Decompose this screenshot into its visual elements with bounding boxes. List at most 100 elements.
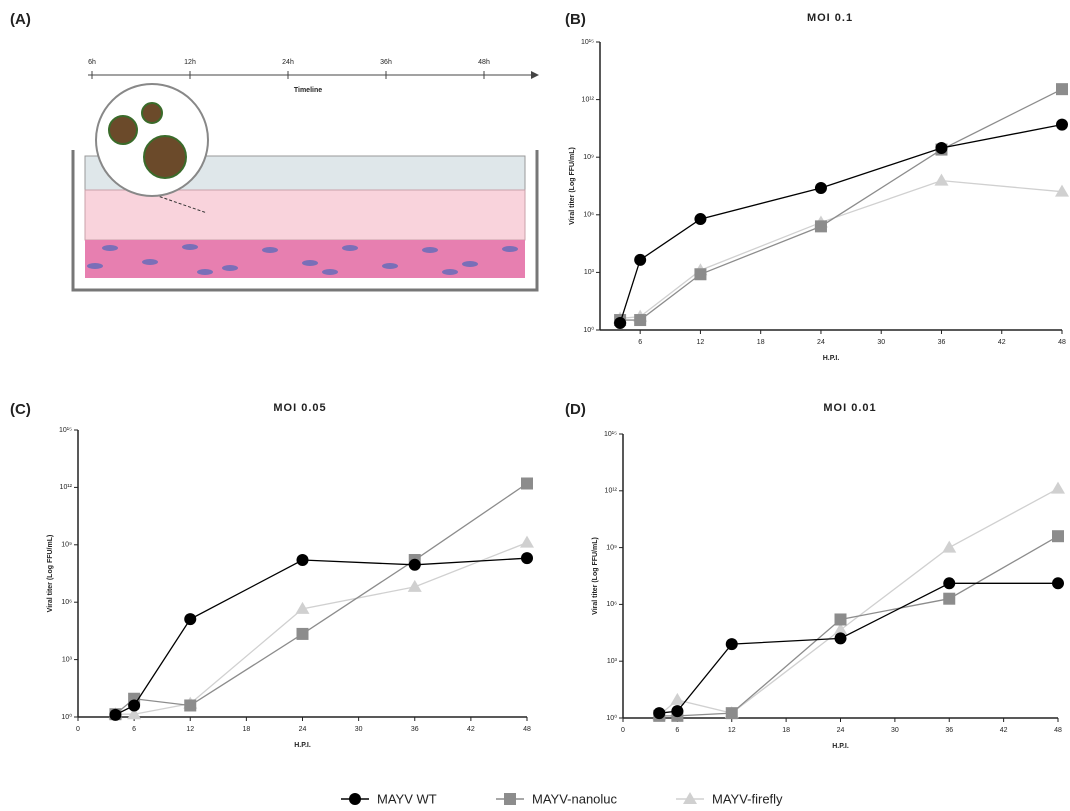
marker [814,181,827,194]
marker [295,601,310,614]
timeline-label: 12h [184,59,196,66]
x-tick-label: 0 [76,726,80,733]
y-tick-label: 10⁶ [606,601,617,608]
y-tick-label: 10⁰ [61,713,72,721]
y-tick-label: 10⁰ [583,326,594,334]
x-tick-label: 36 [938,339,946,346]
timeline-title: Timeline [294,87,322,94]
marker [834,613,847,626]
marker [670,692,685,705]
chart-title: MOI 0.01 [823,402,876,414]
marker [1052,577,1064,590]
series-line [659,582,1058,714]
marker [128,699,141,712]
marker [407,579,422,592]
marker [1052,530,1064,543]
marker [1056,118,1068,131]
y-tick-label: 10⁶ [583,212,594,219]
well [71,150,539,292]
timeline-arrow [531,71,539,79]
cells [87,244,518,275]
marker [1051,481,1065,494]
marker [694,213,707,226]
virus-particle [108,115,138,145]
timeline-label: 24h [282,59,294,66]
legend: MAYV WT MAYV-nanoluc MAYV-firefly [341,791,783,806]
chart-title: MOI 0.05 [273,402,326,414]
virus-particle [143,135,187,179]
marker [943,577,956,590]
legend-marker [504,793,516,805]
series-line [115,557,528,716]
y-axis-title: Viral titer (Log FFU/mL) [592,537,599,615]
timeline-label: 48h [478,59,490,66]
marker [942,540,957,553]
panel-label: (B) [565,11,586,28]
marker [520,535,534,548]
marker [296,627,309,640]
virus-particle [141,102,163,124]
y-tick-label: 10⁶ [61,599,72,606]
marker [943,592,956,605]
y-tick-label: 10⁹ [606,544,617,551]
x-tick-label: 6 [638,339,642,346]
legend-marker [349,793,361,805]
y-tick-label: 10¹⁵ [59,427,72,434]
timeline-ticks [91,71,485,79]
marker [184,699,197,712]
chart-title: MOI 0.1 [807,12,853,24]
x-tick-label: 24 [299,726,307,733]
x-tick-label: 12 [697,339,705,346]
y-axis-title: Viral titer (Log FFU/mL) [569,147,576,225]
y-tick-label: 10¹² [60,484,73,491]
y-tick-label: 10⁹ [61,542,72,549]
y-tick-label: 10⁰ [606,714,617,722]
marker [694,268,707,281]
y-tick-label: 10¹⁵ [604,431,617,438]
x-tick-label: 18 [757,339,765,346]
marker [521,552,533,565]
x-tick-label: 12 [728,727,736,734]
series-line [115,482,528,715]
marker [634,314,647,327]
y-tick-label: 10⁹ [583,154,594,161]
panel-label: (C) [10,401,31,418]
x-tick-label: 18 [782,727,790,734]
marker [814,220,827,233]
marker [127,707,142,720]
y-tick-label: 10³ [584,269,595,276]
series-line [619,123,1063,324]
marker [634,253,647,266]
x-tick-label: 12 [186,726,194,733]
timeline-label: 6h [88,59,96,66]
marker [184,613,197,626]
y-tick-label: 10¹² [605,488,618,495]
x-tick-label: 36 [945,727,953,734]
y-tick-label: 10¹⁵ [581,39,594,46]
x-axis-title: H.P.I. [294,742,311,749]
zoom-line [154,194,208,214]
x-tick-label: 48 [1054,727,1062,734]
marker [408,558,421,571]
series-line [659,535,1059,717]
marker [935,142,948,155]
x-tick-label: 48 [523,726,531,733]
legend-label: MAYV-firefly [712,791,783,806]
x-tick-label: 42 [1000,727,1008,734]
marker [671,705,684,718]
y-tick-label: 10¹² [582,96,595,103]
x-tick-label: 30 [891,727,899,734]
x-tick-label: 6 [675,727,679,734]
marker [934,173,949,186]
overlay-layer [84,189,526,241]
marker [614,317,627,330]
x-tick-label: 24 [817,339,825,346]
marker [1056,83,1068,96]
series-line [620,179,1063,320]
cell-layer [85,240,525,278]
x-tick-label: 30 [877,339,885,346]
marker [725,638,738,651]
marker [1055,184,1069,197]
x-tick-label: 42 [467,726,475,733]
